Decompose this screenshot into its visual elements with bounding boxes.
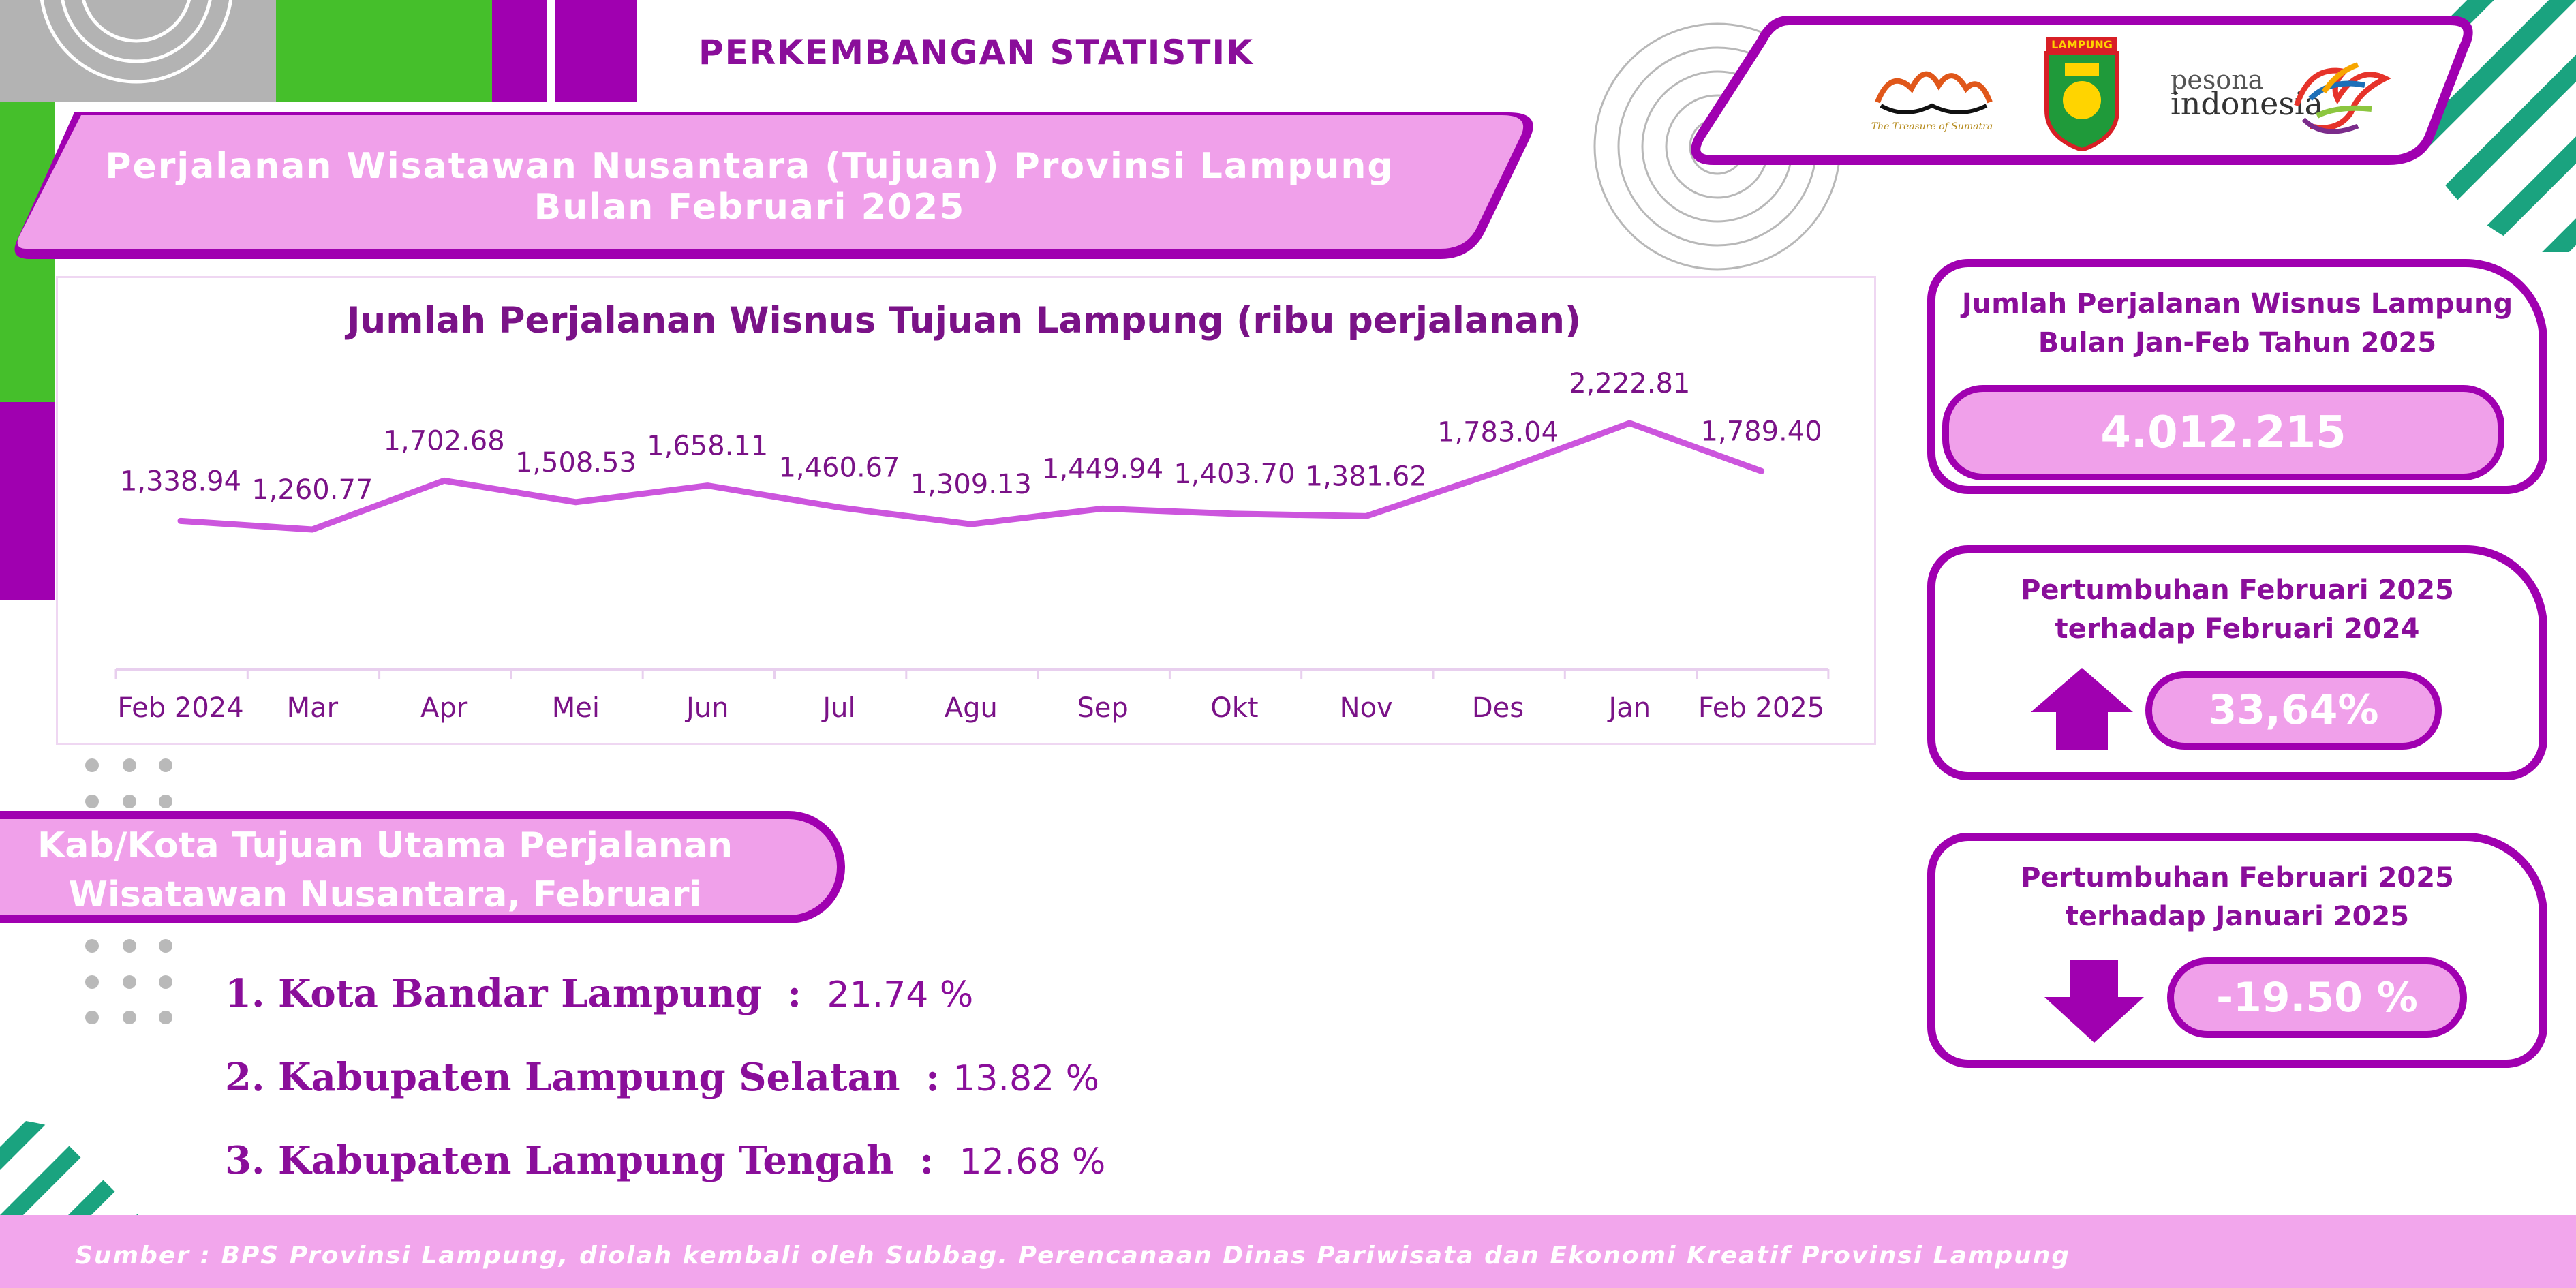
- kpi-total-heading: Jumlah Perjalanan Wisnus Lampung Bulan J…: [1942, 285, 2532, 363]
- kab-kota-title: Kab/Kota Tujuan Utama Perjalanan Wisataw…: [14, 821, 756, 968]
- footer-bar: [0, 1215, 2576, 1288]
- kpi-mom-heading-line2: terhadap Januari 2025: [2065, 901, 2410, 932]
- ranking-item-2: 2. Kabupaten Lampung Selatan : 13.82 %: [225, 1055, 1099, 1100]
- banner-title-line1: Perjalanan Wisatawan Nusantara (Tujuan) …: [105, 146, 1394, 187]
- ranking-value: 12.68 %: [959, 1141, 1106, 1182]
- title-banner: [14, 112, 1533, 259]
- lampung-logo: The Treasure of Sumatra: [1871, 71, 1993, 132]
- chart-tick-labels: Feb 2024 Mar Apr Mei Jun Jul Agu Sep Okt Nov Des Ja…: [117, 692, 1824, 724]
- ranking-name: Kabupaten Lampung Selatan: [277, 1055, 900, 1100]
- banner-title: Perjalanan Wisatawan Nusantara (Tujuan) …: [68, 146, 1431, 228]
- x-tick-label: Okt: [1210, 692, 1258, 724]
- ranking-name: Kota Bandar Lampung: [277, 971, 762, 1016]
- decor-circles-top-left: [40, 0, 233, 84]
- kpi-yoy-heading-line1: Pertumbuhan Februari 2025: [2021, 574, 2454, 606]
- data-label: 1,789.40: [1701, 416, 1822, 447]
- svg-text:The Treasure of Sumatra: The Treasure of Sumatra: [1871, 121, 1993, 132]
- kpi-total-heading-line2: Bulan Jan-Feb Tahun 2025: [2038, 327, 2437, 358]
- data-label: 1,460.67: [778, 453, 900, 484]
- data-label: 1,449.94: [1042, 453, 1163, 485]
- series-line: [177, 420, 1765, 533]
- line-chart: 1,338.94 1,260.77 1,702.68 1,508.53 1,658.11…: [114, 368, 1830, 724]
- kpi-mom-heading-line1: Pertumbuhan Februari 2025: [2021, 862, 2454, 893]
- ranking-name: Kabupaten Lampung Tengah: [277, 1138, 894, 1183]
- x-tick-label: Des: [1472, 692, 1524, 724]
- x-tick-label: Feb 2024: [117, 692, 243, 724]
- kpi-yoy-value: 33,64%: [2145, 671, 2442, 750]
- decor-purple-stripe: [492, 0, 547, 102]
- ranking-separator: :: [925, 1055, 940, 1100]
- ranking-item-1: 1. Kota Bandar Lampung : 21.74 %: [225, 971, 973, 1016]
- chart-title: Jumlah Perjalanan Wisnus Tujuan Lampung …: [346, 300, 1582, 341]
- ranking-separator: :: [919, 1138, 934, 1183]
- chart-series-line: [177, 420, 1765, 533]
- data-label: 1,508.53: [515, 447, 637, 478]
- data-label: 1,403.70: [1174, 459, 1295, 490]
- data-label: 1,309.13: [910, 469, 1032, 500]
- chart-x-axis: [114, 668, 1830, 679]
- banner-title-line2: Bulan Februari 2025: [534, 187, 966, 228]
- ranking-item-3: 3. Kabupaten Lampung Tengah : 12.68 %: [225, 1138, 1105, 1183]
- kpi-total-value: 4.012.215: [1942, 385, 2504, 480]
- data-label: 1,381.62: [1306, 461, 1427, 492]
- data-label: 1,783.04: [1437, 416, 1559, 448]
- pesona-small-text: pesona: [2171, 65, 2264, 95]
- shield-label: LAMPUNG: [2051, 38, 2113, 51]
- kpi-mom-value: -19.50 %: [2167, 957, 2467, 1038]
- pesona-bird-icon: [2294, 62, 2391, 134]
- x-tick-label: Jul: [821, 692, 855, 724]
- chart-data-labels: 1,338.94 1,260.77 1,702.68 1,508.53 1,658.11…: [120, 368, 1822, 506]
- ranking-rank: 3.: [225, 1138, 265, 1183]
- x-tick-label: Apr: [420, 692, 468, 724]
- x-tick-label: Sep: [1077, 692, 1128, 724]
- footer-source: Sumber : BPS Provinsi Lampung, diolah ke…: [75, 1242, 2071, 1270]
- kab-kota-title-line1: Kab/Kota Tujuan Utama Perjalanan: [37, 825, 733, 866]
- ranking-value: 21.74 %: [827, 975, 974, 1015]
- arrow-down-icon: [2044, 960, 2144, 1043]
- lampung-shield-logo: LAMPUNG: [2044, 37, 2119, 151]
- decor-teal-stripes: [2412, 0, 2576, 252]
- kpi-yoy-heading: Pertumbuhan Februari 2025 terhadap Febru…: [1942, 571, 2532, 649]
- ranking-separator: :: [787, 971, 802, 1016]
- kpi-total-heading-line1: Jumlah Perjalanan Wisnus Lampung: [1961, 288, 2513, 320]
- x-tick-label: Mar: [287, 692, 339, 724]
- decor-teal-stripes-bottom: [0, 1118, 147, 1216]
- kpi-mom-heading: Pertumbuhan Februari 2025 terhadap Janua…: [1942, 859, 2532, 936]
- x-tick-label: Feb 2025: [1698, 692, 1824, 724]
- x-tick-label: Jan: [1606, 692, 1651, 724]
- data-label: 1,702.68: [384, 425, 505, 457]
- arrow-up-icon: [2031, 668, 2133, 750]
- ranking-rank: 1.: [225, 971, 265, 1016]
- kab-kota-title-line2: Wisatawan Nusantara, Februari 2025: [68, 874, 702, 964]
- ranking-rank: 2.: [225, 1055, 265, 1100]
- x-tick-label: Agu: [945, 692, 998, 724]
- x-tick-label: Mei: [552, 692, 600, 724]
- kpi-yoy-heading-line2: terhadap Februari 2024: [2055, 613, 2420, 645]
- data-label: 2,222.81: [1569, 368, 1690, 399]
- decor-purple-stripe: [555, 0, 637, 102]
- kab-kota-title-pill: [0, 811, 845, 923]
- ranking-value: 13.82 %: [953, 1058, 1100, 1099]
- data-label: 1,338.94: [120, 465, 241, 497]
- x-tick-label: Nov: [1340, 692, 1393, 724]
- section-title: PERKEMBANGAN STATISTIK: [699, 33, 1254, 72]
- x-tick-label: Jun: [684, 692, 729, 724]
- data-label: 1,658.11: [647, 431, 768, 462]
- decor-green-block: [276, 0, 494, 102]
- decor-purple-side: [0, 402, 55, 600]
- data-label: 1,260.77: [251, 474, 373, 506]
